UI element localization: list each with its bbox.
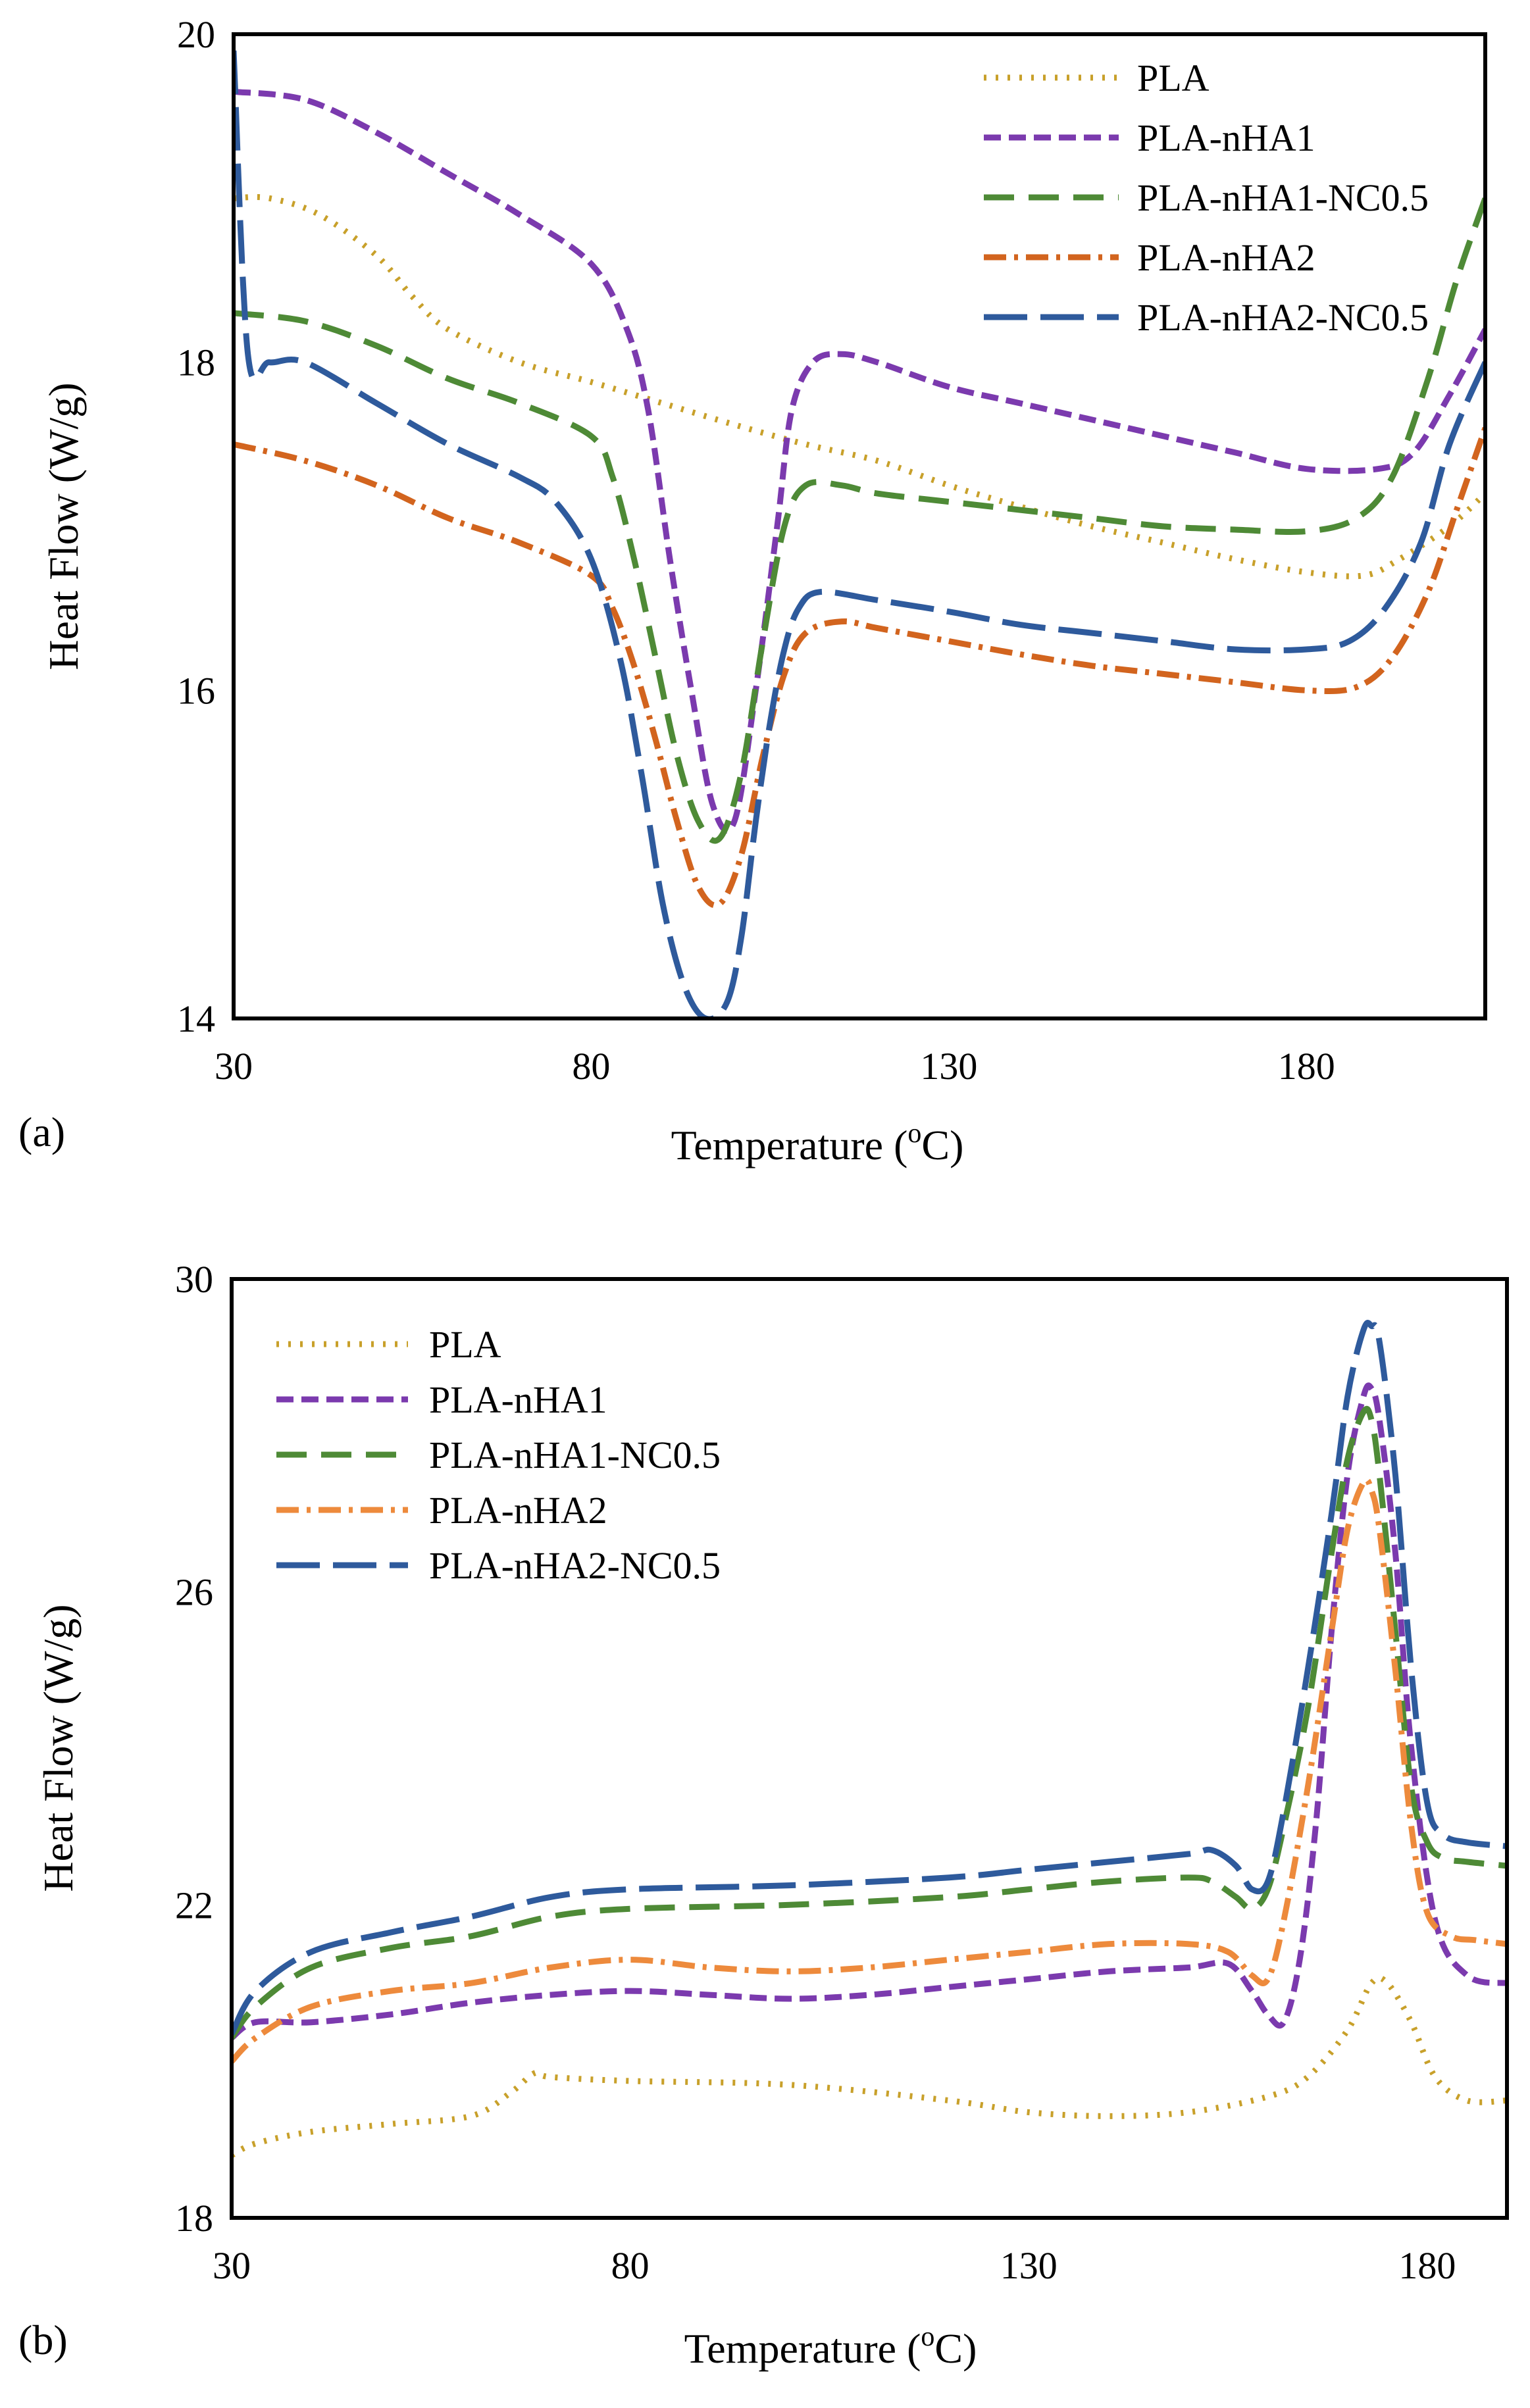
series-line-pla-nha2	[232, 1476, 1507, 2064]
legend: PLA PLA-nHA1 PLA-nHA1-NC0.5 PLA-nHA2 PLA-nHA…	[984, 57, 1429, 339]
series-line-pla-nha1-nc0-5	[234, 197, 1485, 844]
x-tick-label: 30	[215, 1045, 253, 1088]
legend-label-pla-nha2: PLA-nHA2	[429, 1489, 607, 1532]
legend-label-pla-nha2-nc0-5: PLA-nHA2-NC0.5	[429, 1544, 721, 1587]
panel-label: (a)	[18, 1109, 65, 1155]
series-line-pla-nha1-nc0-5	[232, 1405, 1507, 2040]
y-axis-title: Heat Flow (W/g)	[35, 1604, 82, 1892]
series-line-pla-nha1	[234, 88, 1485, 834]
x-tick-label: 30	[213, 2244, 251, 2287]
series-line-pla-nha2-nc0-5	[232, 1320, 1507, 2036]
x-tick-label: 80	[611, 2244, 650, 2287]
x-tick-label: 80	[572, 1045, 610, 1088]
y-tick-label: 14	[177, 997, 215, 1040]
series-line-pla-nha2	[234, 426, 1485, 909]
y-tick-label: 30	[175, 1258, 213, 1301]
y-tick-label: 26	[175, 1571, 213, 1614]
series-line-pla-nha1	[232, 1382, 1507, 2041]
legend-label-pla-nha1: PLA-nHA1	[429, 1378, 607, 1421]
y-tick-label: 18	[175, 2197, 213, 2240]
legend-label-pla-nha1-nc0-5: PLA-nHA1-NC0.5	[429, 1434, 721, 1476]
legend-label-pla-nha1-nc0-5: PLA-nHA1-NC0.5	[1137, 176, 1429, 219]
plot-area-frame	[232, 32, 1487, 1020]
y-axis-title: Heat Flow (W/g)	[40, 382, 87, 670]
panel-label: (b)	[18, 2317, 68, 2363]
x-tick-label: 180	[1278, 1045, 1335, 1088]
chart-panel-b: 30 80 130 180 18 22 26 30 Temperature (oC) Heat F…	[18, 1258, 1509, 2372]
legend-label-pla: PLA	[1137, 57, 1210, 99]
legend: PLA PLA-nHA1 PLA-nHA1-NC0.5 PLA-nHA2 PLA-nHA…	[276, 1323, 721, 1587]
x-axis-title: Temperature (oC)	[684, 2322, 977, 2372]
legend-label-pla-nha2-nc0-5: PLA-nHA2-NC0.5	[1137, 296, 1429, 339]
legend-label-pla-nha1: PLA-nHA1	[1137, 116, 1315, 159]
y-tick-label: 20	[177, 13, 215, 56]
series-line-pla	[234, 193, 1485, 580]
y-tick-label: 16	[177, 669, 215, 712]
plot-area-frame	[230, 1277, 1509, 2220]
x-axis-title: Temperature (oC)	[671, 1118, 964, 1168]
y-tick-label: 22	[175, 1884, 213, 1926]
legend-label-pla: PLA	[429, 1323, 501, 1366]
legend-label-pla-nha2: PLA-nHA2	[1137, 236, 1315, 279]
x-tick-label: 180	[1398, 2244, 1456, 2287]
x-tick-label: 130	[1000, 2244, 1058, 2287]
x-tick-label: 130	[920, 1045, 977, 1088]
y-tick-label: 18	[177, 341, 215, 384]
series-line-pla	[232, 1974, 1507, 2158]
chart-panel-a: 30 80 130 180 14 16 18 20 Temperature (oC) Heat F…	[18, 13, 1487, 1168]
series-line-pla-nha2-nc0-5	[234, 50, 1485, 1018]
